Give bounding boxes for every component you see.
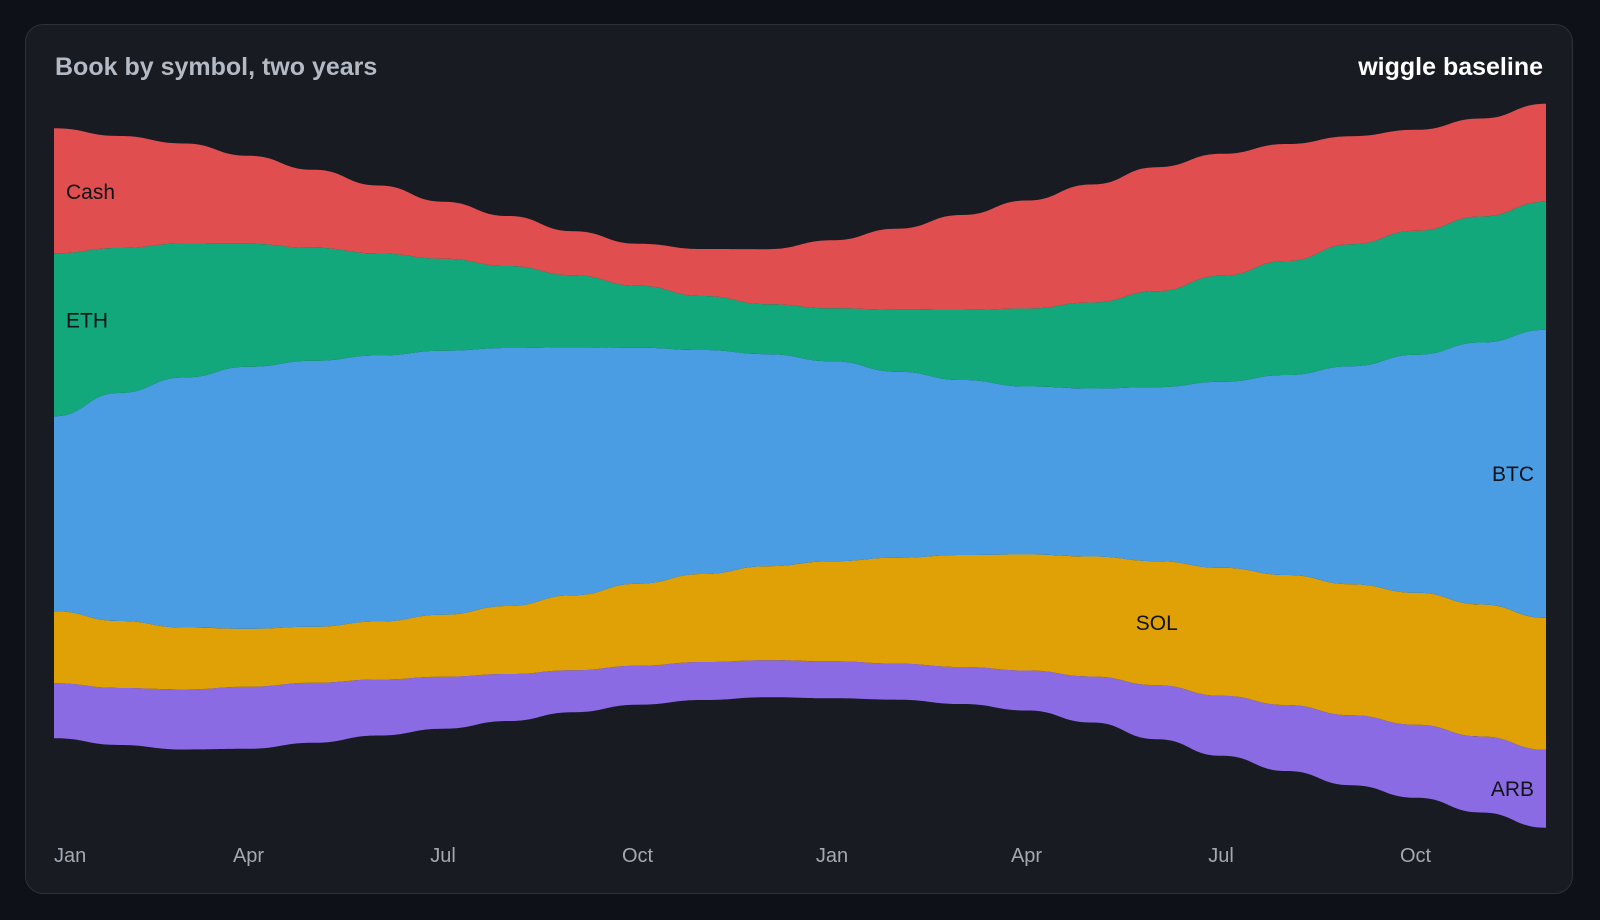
series-label-cash: Cash xyxy=(66,181,115,204)
x-tick-label: Jul xyxy=(430,845,456,867)
series-label-btc: BTC xyxy=(1492,463,1534,486)
stream-layer-btc xyxy=(54,329,1546,629)
series-label-sol: SOL xyxy=(1136,612,1178,635)
chart-title: Book by symbol, two years xyxy=(55,53,378,81)
stream-layer-sol xyxy=(54,554,1546,750)
stream-layers xyxy=(54,103,1546,828)
stream-layer-eth xyxy=(54,201,1546,417)
x-tick-label: Apr xyxy=(233,845,264,867)
x-tick-label: Oct xyxy=(622,845,654,867)
series-label-arb: ARB xyxy=(1491,778,1534,801)
stream-layer-arb xyxy=(54,660,1546,828)
stream-layer-cash xyxy=(54,103,1546,310)
baseline-mode-label: wiggle baseline xyxy=(1358,53,1543,81)
x-tick-label: Jul xyxy=(1208,845,1234,867)
x-tick-label: Oct xyxy=(1400,845,1432,867)
series-labels: ARB SOL BTC ETH Cash xyxy=(66,181,1534,801)
x-tick-label: Jan xyxy=(54,845,86,867)
series-label-eth: ETH xyxy=(66,310,108,333)
x-tick-label: Apr xyxy=(1011,845,1042,867)
x-axis: Jan Apr Jul Oct Jan Apr Jul Oct xyxy=(54,845,1431,867)
x-tick-label: Jan xyxy=(816,845,848,867)
